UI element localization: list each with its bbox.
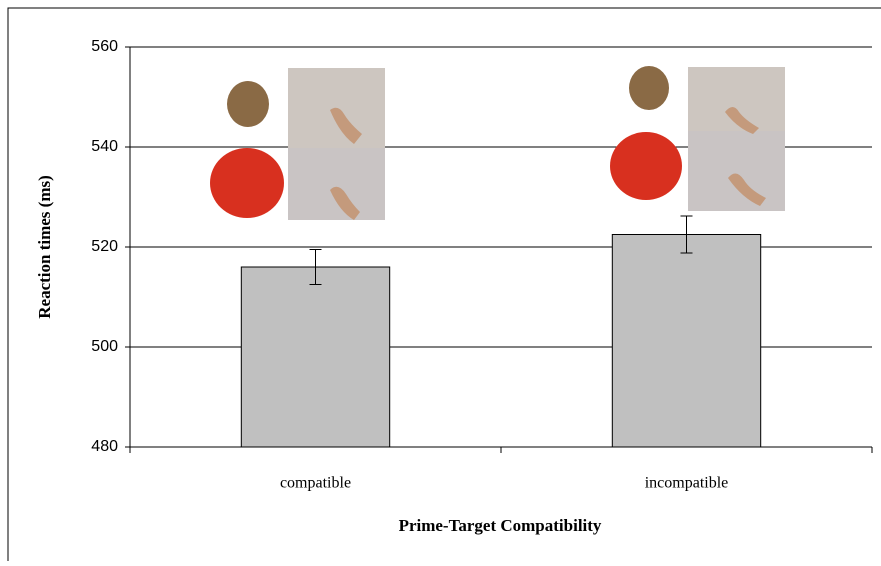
y-axis-title: Reaction times (ms): [35, 175, 54, 319]
error-bar: [680, 215, 693, 254]
hand-photo: [288, 148, 385, 220]
y-tick-label: 560: [91, 38, 118, 55]
y-tick-label: 500: [91, 338, 118, 355]
hand: [330, 107, 362, 144]
hand: [728, 173, 766, 206]
x-tick-label: compatible: [280, 475, 351, 492]
tomato: [210, 148, 284, 218]
bar: [611, 234, 762, 448]
error-bar: [309, 249, 322, 285]
y-tick-label: 480: [91, 438, 118, 455]
x-axis-title: Prime-Target Compatibility: [399, 516, 602, 535]
chart-frame: [7, 7, 881, 566]
hand: [330, 186, 360, 220]
walnut: [227, 81, 269, 127]
y-tick-label: 540: [91, 138, 118, 155]
x-tick-label: incompatible: [645, 475, 729, 492]
illustrations: [210, 66, 785, 220]
tomato: [610, 132, 682, 200]
hand-photo: [688, 131, 785, 211]
bar: [240, 266, 391, 448]
hand: [725, 107, 759, 134]
walnut: [629, 66, 669, 110]
y-tick-label: 520: [91, 238, 118, 255]
